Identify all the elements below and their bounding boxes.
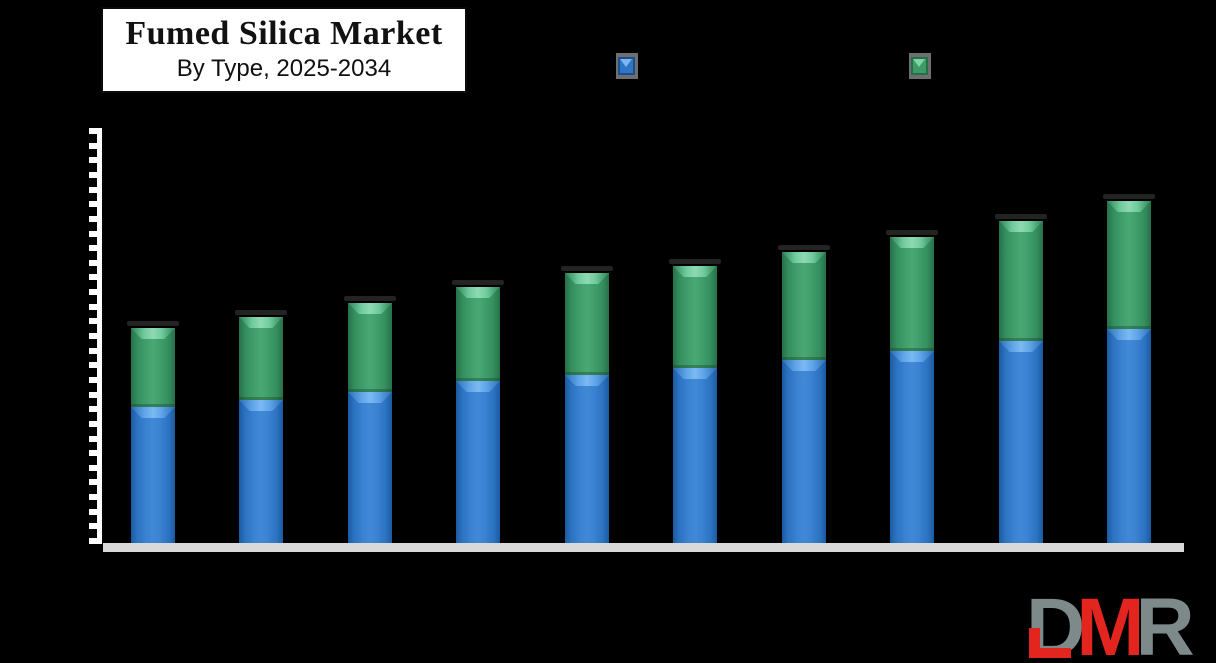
bar-shadow-cap (235, 310, 287, 315)
segment-blue-2030 (673, 368, 717, 543)
bar-2034 (1103, 0, 1155, 663)
segment-blue-2033 (999, 341, 1043, 543)
segment-green-2028 (456, 287, 500, 381)
bar-2032 (886, 0, 938, 663)
segment-green-2032 (890, 237, 934, 351)
bar-2030 (669, 0, 721, 663)
segment-green-2029 (565, 273, 609, 375)
bar-shadow-cap (561, 266, 613, 271)
y-axis-tick (89, 333, 98, 339)
segment-green-2033 (999, 221, 1043, 341)
y-axis-tick (89, 392, 98, 398)
segment-green-2030 (673, 266, 717, 368)
y-axis-tick (89, 172, 98, 178)
segment-blue-2032 (890, 351, 934, 543)
segment-blue-2028 (456, 381, 500, 543)
y-axis-tick (89, 216, 98, 222)
bar-2033 (995, 0, 1047, 663)
chart-title: Fumed Silica Market (125, 15, 443, 52)
y-axis-tick (89, 362, 98, 368)
y-axis-tick (89, 509, 98, 515)
y-axis-tick (89, 465, 98, 471)
bar-2027 (344, 0, 396, 663)
y-axis-tick (89, 377, 98, 383)
bar-shadow-cap (995, 214, 1047, 219)
segment-green-2026 (239, 317, 283, 400)
chart-subtitle: By Type, 2025-2034 (176, 55, 392, 82)
legend-marker-blue-icon (616, 53, 638, 79)
bar-shadow-cap (127, 321, 179, 326)
y-axis-tick (89, 436, 98, 442)
segment-blue-2034 (1107, 329, 1151, 543)
bar-shadow-cap (1103, 194, 1155, 199)
segment-blue-2031 (782, 360, 826, 543)
segment-blue-2025 (131, 407, 175, 543)
bar-2028 (452, 0, 504, 663)
x-axis-line (103, 543, 1184, 552)
y-axis-tick (89, 479, 98, 485)
logo-letter-m: M (1076, 582, 1144, 663)
y-axis-tick (89, 304, 98, 310)
y-axis-tick (89, 538, 98, 544)
bar-2026 (235, 0, 287, 663)
y-axis-tick (89, 523, 98, 529)
y-axis-line (97, 128, 102, 544)
segment-blue-2029 (565, 375, 609, 543)
dmr-logo: D M R (1026, 582, 1212, 663)
logo-red-accent-vertical (1029, 628, 1040, 658)
y-axis-tick (89, 187, 98, 193)
segment-blue-2027 (348, 392, 392, 543)
y-axis-tick (89, 260, 98, 266)
y-axis-tick (89, 231, 98, 237)
y-axis-tick (89, 421, 98, 427)
y-axis-tick (89, 494, 98, 500)
segment-blue-2026 (239, 400, 283, 543)
segment-green-2034 (1107, 201, 1151, 329)
title-box: Fumed Silica Market By Type, 2025-2034 (101, 3, 467, 93)
segment-green-2027 (348, 303, 392, 392)
y-axis-tick (89, 128, 98, 134)
bar-shadow-cap (669, 259, 721, 264)
bar-shadow-cap (778, 245, 830, 250)
y-axis-tick (89, 406, 98, 412)
y-axis-tick (89, 289, 98, 295)
segment-green-2025 (131, 328, 175, 407)
bar-shadow-cap (344, 296, 396, 301)
y-axis-tick (89, 450, 98, 456)
bar-shadow-cap (886, 230, 938, 235)
y-axis-tick (89, 143, 98, 149)
legend-marker-green-icon (909, 53, 931, 79)
logo-letter-r: R (1135, 582, 1195, 663)
legend-marker-blue-face (618, 57, 635, 75)
bar-2029 (561, 0, 613, 663)
y-axis-tick (89, 245, 98, 251)
bar-shadow-cap (452, 280, 504, 285)
legend-marker-green-face (911, 57, 928, 75)
logo-red-accent-horizontal (1029, 648, 1071, 658)
bar-2025 (127, 0, 179, 663)
y-axis-tick (89, 274, 98, 280)
y-axis-tick (89, 348, 98, 354)
segment-green-2031 (782, 252, 826, 360)
bar-2031 (778, 0, 830, 663)
y-axis-tick (89, 201, 98, 207)
y-axis-tick (89, 157, 98, 163)
y-axis-tick (89, 318, 98, 324)
